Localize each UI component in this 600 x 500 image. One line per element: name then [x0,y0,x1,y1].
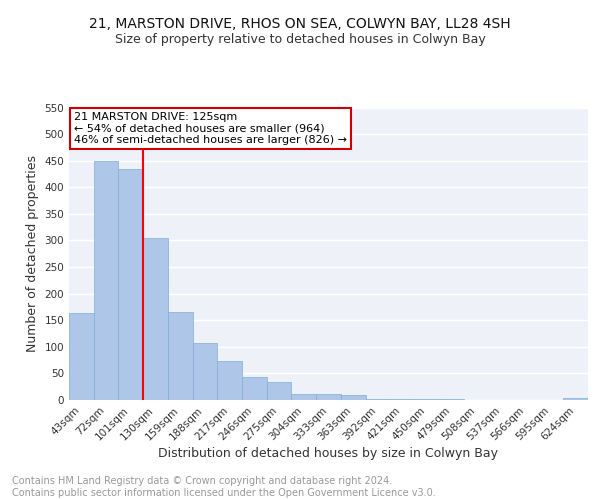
Text: Contains HM Land Registry data © Crown copyright and database right 2024.
Contai: Contains HM Land Registry data © Crown c… [12,476,436,498]
Bar [168,312,193,400]
X-axis label: Distribution of detached houses by size in Colwyn Bay: Distribution of detached houses by size … [158,448,499,460]
Bar [267,382,292,400]
Bar [292,394,316,400]
Y-axis label: Number of detached properties: Number of detached properties [26,155,39,352]
Bar [118,168,143,400]
Bar [94,160,118,400]
Bar [563,398,588,400]
Bar [316,394,341,400]
Bar [69,314,94,400]
Bar [365,399,390,400]
Bar [341,395,365,400]
Bar [193,343,217,400]
Text: 21 MARSTON DRIVE: 125sqm
← 54% of detached houses are smaller (964)
46% of semi-: 21 MARSTON DRIVE: 125sqm ← 54% of detach… [74,112,347,145]
Bar [217,361,242,400]
Bar [143,238,168,400]
Text: Size of property relative to detached houses in Colwyn Bay: Size of property relative to detached ho… [115,32,485,46]
Text: 21, MARSTON DRIVE, RHOS ON SEA, COLWYN BAY, LL28 4SH: 21, MARSTON DRIVE, RHOS ON SEA, COLWYN B… [89,18,511,32]
Bar [242,376,267,400]
